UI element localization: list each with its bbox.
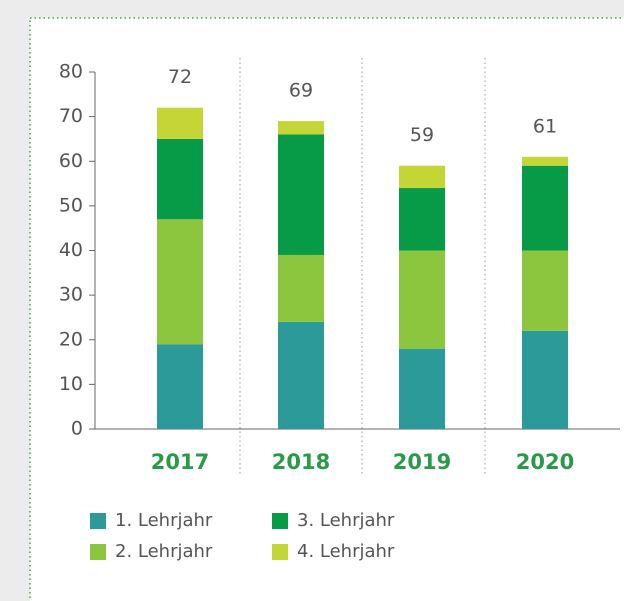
y-tick-label: 30	[59, 284, 83, 306]
legend-swatch	[90, 544, 106, 560]
bar-segment	[399, 250, 445, 349]
x-tick-label: 2019	[393, 450, 451, 474]
bar-segment	[522, 165, 568, 251]
bar-segment	[157, 219, 203, 345]
bar-segment	[399, 188, 445, 251]
legend-label: 3. Lehrjahr	[297, 510, 395, 531]
bar-segment	[278, 321, 324, 429]
legend-swatch	[272, 513, 288, 529]
bar-segment	[157, 344, 203, 429]
y-tick-label: 10	[59, 373, 83, 395]
y-tick-label: 20	[59, 328, 83, 350]
legend-label: 4. Lehrjahr	[297, 541, 395, 562]
legend-swatch	[90, 513, 106, 529]
y-tick-label: 60	[59, 150, 83, 172]
x-tick-label: 2017	[151, 450, 209, 474]
bar-segment	[522, 250, 568, 331]
x-tick-label: 2018	[272, 450, 330, 474]
y-tick-label: 0	[71, 418, 83, 440]
bar-segment	[278, 134, 324, 255]
bar-segment	[278, 254, 324, 322]
y-tick-label: 40	[59, 239, 83, 261]
x-tick-label: 2020	[516, 450, 574, 474]
bar-segment	[522, 330, 568, 429]
total-label: 72	[168, 66, 192, 88]
legend-label: 1. Lehrjahr	[115, 510, 213, 531]
bar-segment	[522, 156, 568, 166]
total-label: 59	[410, 124, 434, 146]
bar-segment	[399, 165, 445, 189]
legend-label: 2. Lehrjahr	[115, 541, 213, 562]
bar-segment	[157, 138, 203, 220]
total-label: 69	[289, 80, 313, 102]
y-tick-label: 70	[59, 105, 83, 127]
y-tick-label: 80	[59, 61, 83, 83]
total-label: 61	[533, 115, 557, 137]
bar-segment	[157, 107, 203, 139]
y-tick-label: 50	[59, 194, 83, 216]
bar-segment	[399, 348, 445, 429]
legend-swatch	[272, 544, 288, 560]
bar-segment	[278, 121, 324, 135]
